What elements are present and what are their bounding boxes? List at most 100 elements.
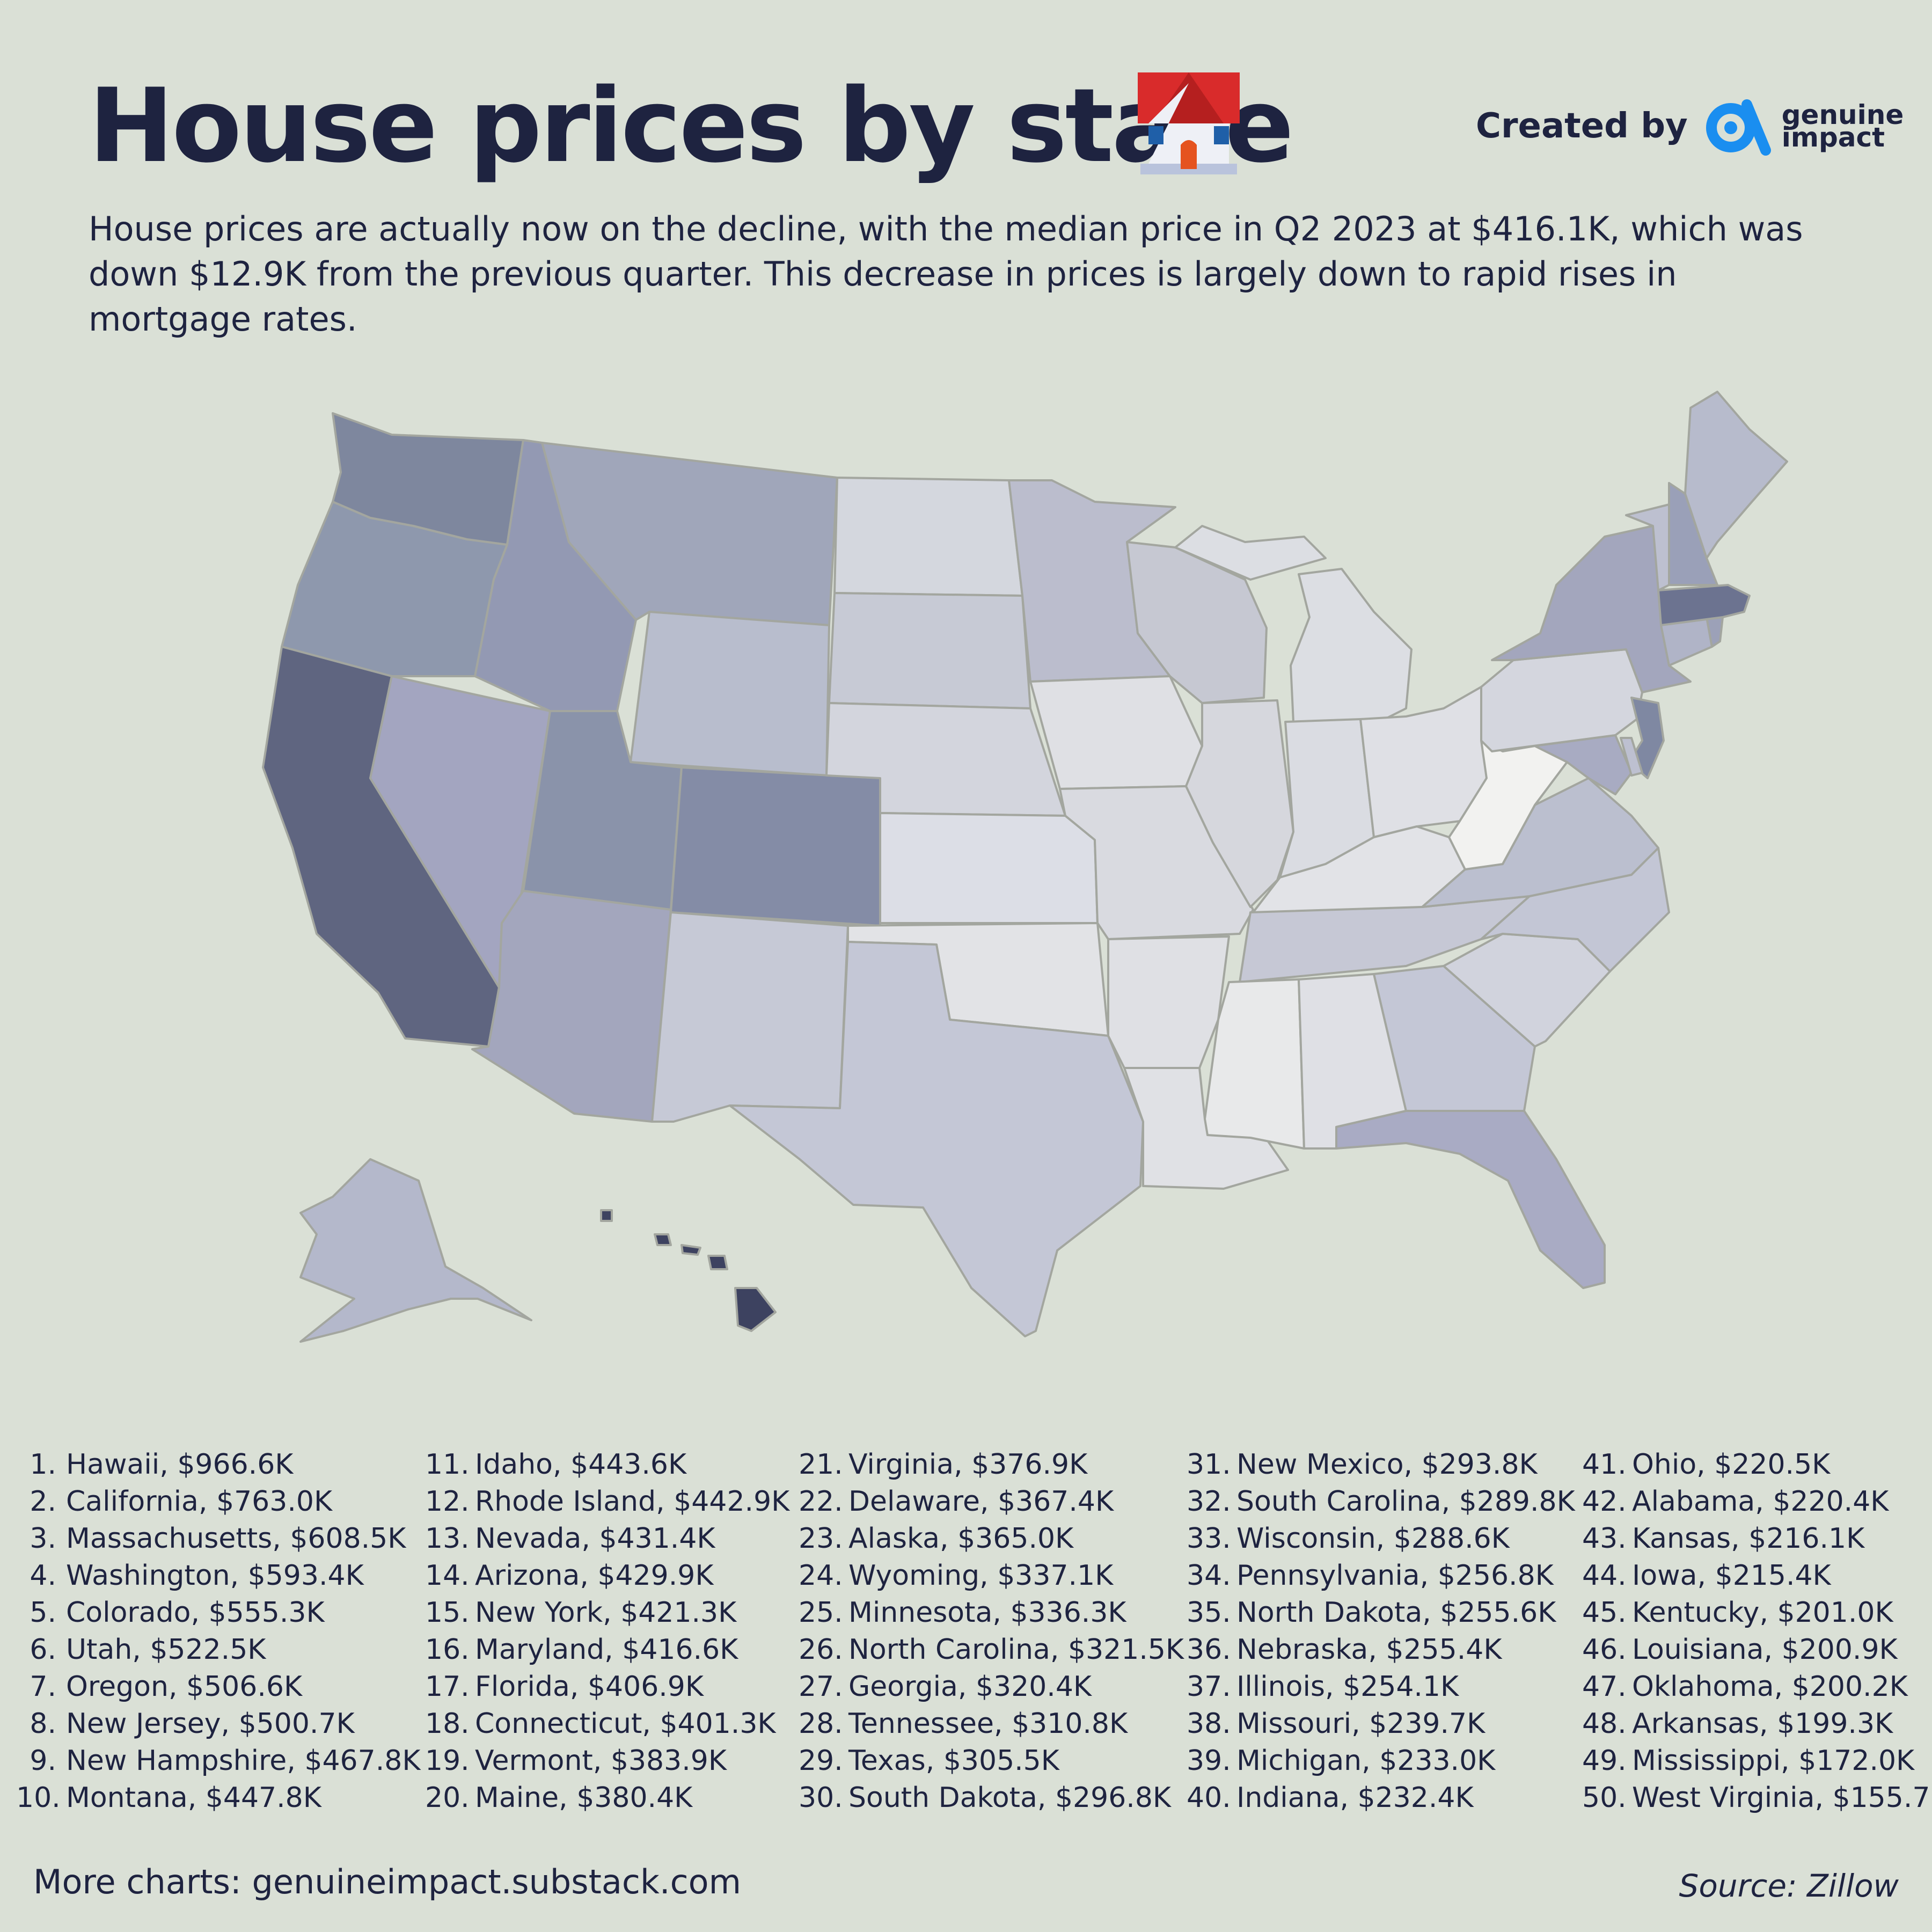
- ranking-item: 34. Pennsylvania, $256.8K: [1187, 1557, 1575, 1594]
- ranking-separator: ,: [957, 1671, 976, 1703]
- ranking-item: 30. South Dakota, $296.8K: [799, 1780, 1184, 1817]
- ranking-number: 35.: [1187, 1597, 1231, 1629]
- state-ranking-list: 1. Hawaii, $966.6K 2. California, $763.0K 3.…: [16, 1446, 1932, 1822]
- ranking-item: 27. Georgia, $320.4K: [799, 1668, 1184, 1706]
- ranking-state: Oregon: [66, 1671, 169, 1703]
- ranking-item: 39. Michigan, $233.0K: [1187, 1743, 1575, 1780]
- ranking-number: 25.: [799, 1597, 843, 1629]
- ranking-number: 41.: [1582, 1448, 1627, 1481]
- ranking-price: $763.0K: [216, 1485, 333, 1518]
- ranking-price: $310.8K: [1012, 1708, 1128, 1740]
- ranking-number: 42.: [1582, 1485, 1627, 1518]
- ranking-number: 8.: [30, 1708, 56, 1740]
- ranking-number: 19.: [425, 1745, 470, 1777]
- ranking-state: Indiana: [1236, 1782, 1340, 1814]
- ranking-column-1: 1. Hawaii, $966.6K 2. California, $763.0K 3.…: [16, 1446, 420, 1817]
- ranking-separator: ,: [1037, 1782, 1055, 1814]
- genuine-impact-logo-icon: [1706, 99, 1771, 156]
- ranking-item: 42. Alabama, $220.4K: [1582, 1483, 1932, 1520]
- ranking-item: 19. Vermont, $383.9K: [425, 1743, 789, 1780]
- ranking-item: 22. Delaware, $367.4K: [799, 1483, 1184, 1520]
- ranking-price: $380.4K: [576, 1782, 693, 1814]
- ranking-number: 46.: [1582, 1634, 1627, 1666]
- ranking-price: $220.4K: [1773, 1485, 1889, 1518]
- ranking-separator: ,: [132, 1634, 150, 1666]
- ranking-number: 24.: [799, 1560, 843, 1592]
- ranking-separator: ,: [603, 1597, 621, 1629]
- ranking-number: 32.: [1187, 1485, 1231, 1518]
- ranking-number: 47.: [1582, 1671, 1627, 1703]
- footer-source: Source: Zillow: [1679, 1868, 1899, 1904]
- ranking-state: Texas: [848, 1745, 926, 1777]
- ranking-separator: ,: [1050, 1634, 1068, 1666]
- ranking-item: 8. New Jersey, $500.7K: [16, 1706, 420, 1743]
- ranking-price: $215.4K: [1715, 1560, 1831, 1592]
- state-vermont: [1625, 503, 1670, 591]
- ranking-item: 20. Maine, $380.4K: [425, 1780, 789, 1817]
- ranking-item: 25. Minnesota, $336.3K: [799, 1594, 1184, 1631]
- ranking-separator: ,: [221, 1708, 239, 1740]
- ranking-state: Louisiana: [1632, 1634, 1764, 1666]
- ranking-price: $336.3K: [1010, 1597, 1126, 1629]
- ranking-state: Montana: [66, 1782, 188, 1814]
- ranking-state: Florida: [475, 1671, 570, 1703]
- ranking-item: 2. California, $763.0K: [16, 1483, 420, 1520]
- ranking-state: South Dakota: [848, 1782, 1037, 1814]
- state-colorado: [670, 766, 881, 927]
- ranking-number: 48.: [1582, 1708, 1627, 1740]
- ranking-state: New York: [475, 1597, 603, 1629]
- ranking-price: $293.8K: [1421, 1448, 1538, 1481]
- ranking-item: 35. North Dakota, $255.6K: [1187, 1594, 1575, 1631]
- brand-name-line1: genuine: [1781, 99, 1904, 130]
- ranking-separator: ,: [925, 1745, 943, 1777]
- ranking-price: $155.7K: [1832, 1782, 1932, 1814]
- ranking-item: 5. Colorado, $555.3K: [16, 1594, 420, 1631]
- ranking-state: Hawaii: [66, 1448, 160, 1481]
- ranking-price: $255.4K: [1386, 1634, 1502, 1666]
- ranking-separator: ,: [1340, 1782, 1358, 1814]
- ranking-item: 13. Nevada, $431.4K: [425, 1520, 789, 1557]
- ranking-state: Idaho: [475, 1448, 553, 1481]
- ranking-price: $443.6K: [570, 1448, 687, 1481]
- ranking-item: 48. Arkansas, $199.3K: [1582, 1706, 1932, 1743]
- ranking-number: 37.: [1187, 1671, 1231, 1703]
- ranking-price: $500.7K: [238, 1708, 355, 1740]
- ranking-item: 4. Washington, $593.4K: [16, 1557, 420, 1594]
- ranking-separator: ,: [287, 1745, 305, 1777]
- state-north-dakota: [833, 477, 1023, 597]
- ranking-state: New Hampshire: [66, 1745, 287, 1777]
- state-massachusetts: [1657, 584, 1751, 626]
- ranking-number: 16.: [425, 1634, 470, 1666]
- ranking-number: 34.: [1187, 1560, 1231, 1592]
- ranking-separator: ,: [940, 1523, 958, 1555]
- ranking-price: $429.9K: [597, 1560, 714, 1592]
- ranking-number: 39.: [1187, 1745, 1231, 1777]
- ranking-state: Delaware: [848, 1485, 980, 1518]
- ranking-price: $401.3K: [660, 1708, 776, 1740]
- ranking-price: $966.6K: [177, 1448, 294, 1481]
- ranking-state: New Mexico: [1236, 1448, 1404, 1481]
- ranking-price: $254.1K: [1343, 1671, 1459, 1703]
- ranking-state: Minnesota: [848, 1597, 993, 1629]
- ranking-separator: ,: [552, 1448, 571, 1481]
- ranking-separator: ,: [1362, 1745, 1380, 1777]
- ranking-price: $200.9K: [1781, 1634, 1898, 1666]
- ranking-separator: ,: [1697, 1560, 1715, 1592]
- brand-name: genuine impact: [1781, 99, 1904, 151]
- ranking-item: 23. Alaska, $365.0K: [799, 1520, 1184, 1557]
- ranking-separator: ,: [1375, 1523, 1394, 1555]
- state-south-dakota: [828, 592, 1031, 709]
- ranking-item: 9. New Hampshire, $467.8K: [16, 1743, 420, 1780]
- ranking-state: Utah: [66, 1634, 133, 1666]
- ranking-number: 5.: [30, 1597, 56, 1629]
- ranking-price: $172.0K: [1798, 1745, 1915, 1777]
- ranking-separator: ,: [979, 1560, 998, 1592]
- ranking-price: $220.5K: [1714, 1448, 1831, 1481]
- ranking-price: $421.3K: [620, 1597, 737, 1629]
- state-florida: [1335, 1110, 1606, 1289]
- ranking-state: Kentucky: [1632, 1597, 1760, 1629]
- state-illinois: [1185, 699, 1294, 908]
- ranking-separator: ,: [642, 1708, 660, 1740]
- ranking-separator: ,: [1351, 1708, 1370, 1740]
- ranking-state: Washington: [66, 1560, 230, 1592]
